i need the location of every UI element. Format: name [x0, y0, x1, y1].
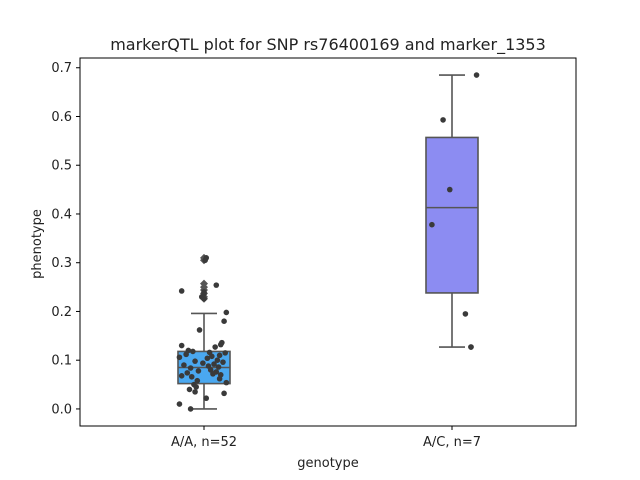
y-tick-label: 0.2: [51, 305, 72, 320]
data-point: [221, 318, 227, 325]
data-point: [181, 362, 187, 368]
box-group-2: [425, 74, 479, 348]
data-point: [215, 364, 222, 370]
x-tick-label: A/C, n=7: [423, 435, 481, 450]
data-point: [440, 117, 446, 123]
plot-area: [176, 72, 480, 412]
x-axis-label: genotype: [297, 456, 358, 471]
data-point: [462, 311, 469, 317]
data-point: [446, 186, 453, 193]
data-point: [193, 384, 199, 390]
y-tick-label: 0.0: [51, 402, 72, 417]
data-point: [183, 351, 189, 358]
data-point: [468, 344, 474, 350]
y-axis-label: phenotype: [30, 209, 45, 279]
data-point: [429, 221, 435, 228]
data-point: [222, 350, 229, 356]
data-point: [178, 288, 185, 294]
points-group-2: [429, 72, 480, 350]
data-point: [473, 72, 480, 78]
y-tick-label: 0.5: [51, 159, 72, 174]
axes: 0.0 0.1 0.2 0.3 0.4 0.5 0.6 0.7 A/A, n=52 A/C, n=…: [51, 57, 577, 450]
y-tick-label: 0.7: [51, 61, 72, 76]
x-tick-label: A/A, n=52: [171, 435, 237, 450]
data-point: [194, 377, 201, 384]
data-point: [216, 352, 223, 359]
data-point: [192, 358, 198, 364]
chart-title: markerQTL plot for SNP rs76400169 and ma…: [110, 35, 546, 55]
data-point: [212, 344, 218, 350]
data-point: [203, 255, 210, 261]
y-tick-label: 0.4: [51, 207, 72, 222]
data-point: [196, 327, 203, 333]
data-point: [217, 341, 224, 348]
box-group-1: [177, 253, 231, 410]
data-point: [176, 354, 183, 361]
data-point: [223, 379, 230, 386]
data-point: [223, 309, 230, 316]
points-group-1: [176, 255, 230, 412]
data-point: [209, 353, 215, 360]
data-point: [187, 406, 194, 412]
data-point: [188, 373, 195, 380]
data-point: [210, 371, 216, 377]
data-point: [201, 295, 207, 302]
data-point: [221, 390, 227, 397]
data-point: [203, 395, 210, 402]
data-point: [200, 360, 206, 366]
y-tick-label: 0.6: [51, 110, 72, 125]
data-point: [220, 359, 226, 365]
data-point: [214, 357, 221, 363]
data-point: [190, 348, 196, 355]
box-iqr: [425, 136, 479, 294]
data-point: [216, 375, 223, 382]
data-point: [213, 282, 220, 288]
data-point: [187, 365, 194, 371]
y-tick-label: 0.1: [51, 354, 72, 369]
data-point: [195, 368, 202, 374]
data-point: [178, 342, 185, 349]
data-point: [192, 389, 198, 395]
data-point: [184, 370, 191, 376]
data-point: [211, 361, 217, 367]
plot-frame: [79, 57, 577, 427]
data-point: [176, 401, 183, 407]
y-tick-label: 0.3: [51, 256, 72, 271]
data-point: [186, 386, 193, 393]
data-point: [178, 372, 185, 379]
data-point: [204, 355, 211, 362]
